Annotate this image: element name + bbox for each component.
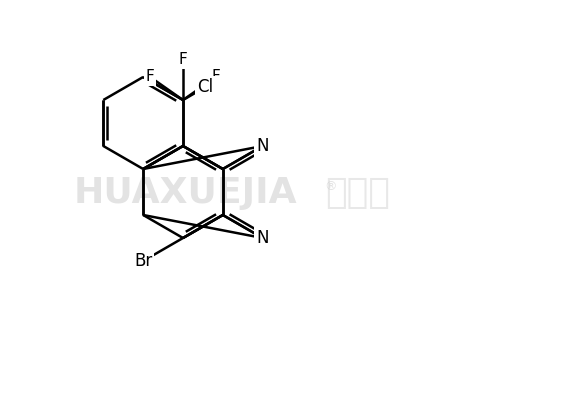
Text: ®: ® xyxy=(324,180,336,194)
Text: Cl: Cl xyxy=(197,78,213,96)
Text: 化学加: 化学加 xyxy=(325,176,390,210)
Text: F: F xyxy=(212,69,221,84)
Text: F: F xyxy=(146,69,154,84)
Text: N: N xyxy=(257,137,269,155)
Text: F: F xyxy=(179,52,187,67)
Text: N: N xyxy=(257,229,269,247)
Text: HUAXUEJIA: HUAXUEJIA xyxy=(73,176,297,210)
Text: Br: Br xyxy=(134,252,152,270)
